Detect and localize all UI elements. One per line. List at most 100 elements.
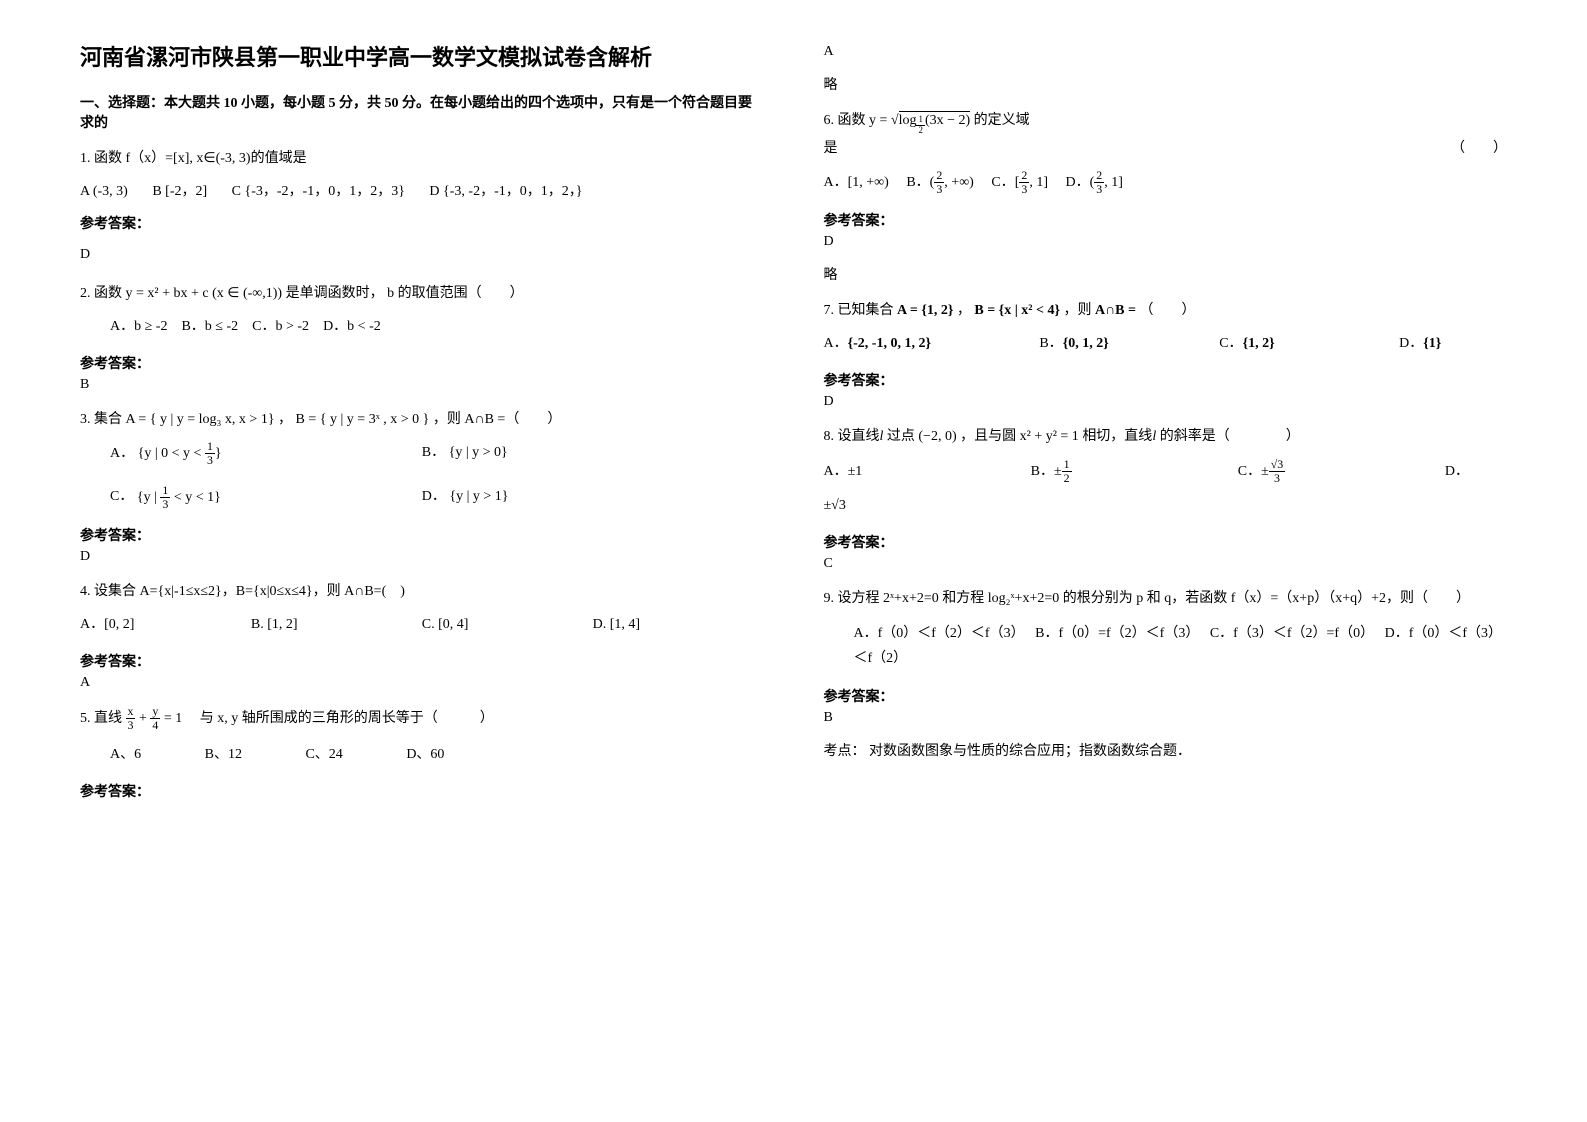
- q5-optD: D、60: [406, 742, 444, 767]
- q9-optB: B．f（0）=f（2）＜f（3）: [1035, 626, 1199, 641]
- question-5: 5. 直线 x3 + y4 = 1 与 x, y 轴所围成的三角形的周长等于（ …: [80, 705, 764, 767]
- q6-optD-close: , 1]: [1104, 175, 1123, 190]
- q8-mid1: 过点: [887, 429, 915, 444]
- q2-options: A．b ≥ -2 B．b ≤ -2 C．b > -2 D．b < -2: [80, 314, 764, 339]
- q6-logbase: 12: [916, 115, 924, 136]
- q3-optA-frac: 13: [205, 440, 215, 467]
- q2-stem: 2. 函数 y = x² + bx + c (x ∈ (-∞,1)) 是单调函数…: [80, 281, 764, 306]
- q6-optA: [1, +∞): [848, 175, 889, 190]
- q9-optA: A．f（0）＜f（2）＜f（3）: [854, 626, 1025, 641]
- q5-options: A、6 B、12 C、24 D、60: [80, 742, 764, 767]
- q5-answer-label: 参考答案：: [80, 781, 764, 801]
- q3-optC-den: 3: [160, 498, 170, 511]
- q7-optB-label: B．: [1039, 336, 1062, 351]
- q1-stem: 1. 函数 f（x）=[x], x∈(-3, 3)的值域是: [80, 146, 764, 171]
- q2-stem-suffix: 是单调函数时，: [286, 286, 384, 301]
- q2-optC: C．b > -2: [252, 319, 309, 334]
- q3-optD-label: D．: [422, 489, 446, 504]
- q8-optC-label: C．: [1238, 463, 1261, 478]
- q4-answer: A: [80, 675, 764, 691]
- q6-shi: 是: [824, 141, 838, 156]
- q6-log: log: [899, 113, 917, 128]
- q5-f2-den: 4: [150, 719, 160, 732]
- q2-optB: B．b ≤ -2: [181, 319, 238, 334]
- q5-f2-num: y: [150, 705, 160, 719]
- q3-optC-label: C．: [80, 489, 133, 504]
- q3-optA-den: 3: [205, 454, 215, 467]
- q5-optB: B、12: [205, 742, 242, 767]
- q7-options: A．{-2, -1, 0, 1, 2} B．{0, 1, 2} C．{1, 2}…: [824, 331, 1508, 356]
- section-heading: 一、选择题：本大题共 10 小题，每小题 5 分，共 50 分。在每小题给出的四…: [80, 92, 764, 132]
- q9-kaodian: 考点： 对数函数图象与性质的综合应用；指数函数综合题．: [824, 740, 1508, 760]
- q1-optA: A (-3, 3): [80, 184, 128, 199]
- q8-mid2: ，且与圆: [960, 429, 1016, 444]
- q6-answer-label: 参考答案：: [824, 210, 1508, 230]
- q5-eq: = 1: [164, 711, 182, 726]
- q6-optB-label: B．: [906, 175, 929, 190]
- q8-optA: ±1: [848, 464, 863, 479]
- q6-optC-frac: 23: [1019, 169, 1029, 196]
- q9-suffix: 的根分别为 p 和 q，若函数 f（x）=（x+p）（x+q）+2，则（ ）: [1063, 591, 1470, 606]
- q8-optC-num: √3: [1269, 458, 1285, 472]
- q3-sep: ，: [278, 412, 292, 427]
- q3-optD: {y | y > 1}: [449, 489, 508, 504]
- q5-optA: A、6: [80, 742, 141, 767]
- q6-optD-frac: 23: [1094, 169, 1104, 196]
- q6-optB-close: , +∞): [944, 175, 974, 190]
- q8-optC-den: 3: [1269, 472, 1285, 485]
- q8-answer-label: 参考答案：: [824, 532, 1508, 552]
- q2-tail: 的取值范围（ ）: [398, 286, 524, 301]
- q3-options-row1: A． {y | 0 < y < 13} B． {y | y > 0}: [80, 440, 764, 467]
- q9-answer-label: 参考答案：: [824, 686, 1508, 706]
- q7-optA-label: A．: [824, 336, 848, 351]
- q3-options-row2: C． {y | 13 < y < 1} D． {y | y > 1}: [80, 484, 764, 511]
- q6-lb-den: 2: [916, 126, 924, 136]
- q3-optA-close: }: [215, 446, 222, 461]
- q9-optC: C．f（3）＜f（2）=f（0）: [1210, 626, 1374, 641]
- q8-mid3: 相切，直线: [1082, 429, 1152, 444]
- q7-optB: {0, 1, 2}: [1063, 336, 1109, 351]
- q8-tail: 的斜率是（ ）: [1160, 429, 1300, 444]
- q1-options: A (-3, 3) B [-2，2] C {-3，-2，-1，0，1，2，3} …: [80, 179, 764, 204]
- q5-suffix: 轴所围成的三角形的周长等于（ ）: [242, 711, 494, 726]
- q6-paren: （ ）: [1451, 136, 1507, 161]
- q3-B: B = { y | y = 3ˣ , x > 0 }: [296, 412, 430, 427]
- q8-prefix: 8. 设直线: [824, 429, 880, 444]
- q3-optB: {y | y > 0}: [449, 445, 508, 460]
- q7-optD-label: D．: [1399, 336, 1423, 351]
- q8-optA-label: A．: [824, 464, 848, 479]
- q8-optB-pm: ±: [1054, 463, 1062, 478]
- q7-B: B = {x | x² < 4}: [974, 303, 1060, 318]
- question-8: 8. 设直线l 过点 (−2, 0) ，且与圆 x² + y² = 1 相切，直…: [824, 424, 1508, 518]
- q6-answer: D: [824, 234, 1508, 250]
- q8-optB-num: 1: [1062, 458, 1072, 472]
- q5-stem: 5. 直线 x3 + y4 = 1 与 x, y 轴所围成的三角形的周长等于（ …: [80, 705, 764, 732]
- q3-optB-label: B．: [422, 445, 445, 460]
- q6-optC-den: 3: [1019, 183, 1029, 196]
- q6-prefix: 6. 函数: [824, 113, 866, 128]
- q2-var: b: [387, 286, 394, 301]
- q2-expr: y = x² + bx + c (x ∈ (-∞,1)): [126, 286, 283, 301]
- q7-prefix: 7. 已知集合: [824, 303, 894, 318]
- q6-optB-den: 3: [934, 183, 944, 196]
- q4-options: A．[0, 2] B. [1, 2] C. [0, 4] D. [1, 4]: [80, 612, 764, 637]
- q7-answer: D: [824, 394, 1508, 410]
- q3-A: A = { y | y = log₃ x, x > 1}: [126, 412, 275, 427]
- q2-stem-prefix: 2. 函数: [80, 286, 122, 301]
- q3-optA-num: 1: [205, 440, 215, 454]
- q7-AinterB: A∩B =: [1095, 303, 1136, 318]
- q3-tail: ，则 A∩B =（ ）: [433, 412, 561, 427]
- question-7: 7. 已知集合 A = {1, 2} ， B = {x | x² < 4} ，则…: [824, 298, 1508, 356]
- q6-yeq: y =: [869, 113, 891, 128]
- q6-optD-num: 2: [1094, 169, 1104, 183]
- q5-answer: A: [824, 44, 1508, 60]
- q5-frac2: y4: [150, 705, 160, 732]
- q9-options: A．f（0）＜f（2）＜f（3） B．f（0）=f（2）＜f（3） C．f（3）…: [824, 621, 1508, 671]
- q5-prefix: 5. 直线: [80, 711, 122, 726]
- q6-optC-label: C．: [991, 175, 1014, 190]
- q7-A: A = {1, 2}: [897, 303, 953, 318]
- q6-optD-label: D．: [1065, 175, 1089, 190]
- page-title: 河南省漯河市陕县第一职业中学高一数学文模拟试卷含解析: [80, 40, 764, 72]
- q8-l1: l: [880, 429, 884, 444]
- q4-optD: D. [1, 4]: [593, 612, 764, 637]
